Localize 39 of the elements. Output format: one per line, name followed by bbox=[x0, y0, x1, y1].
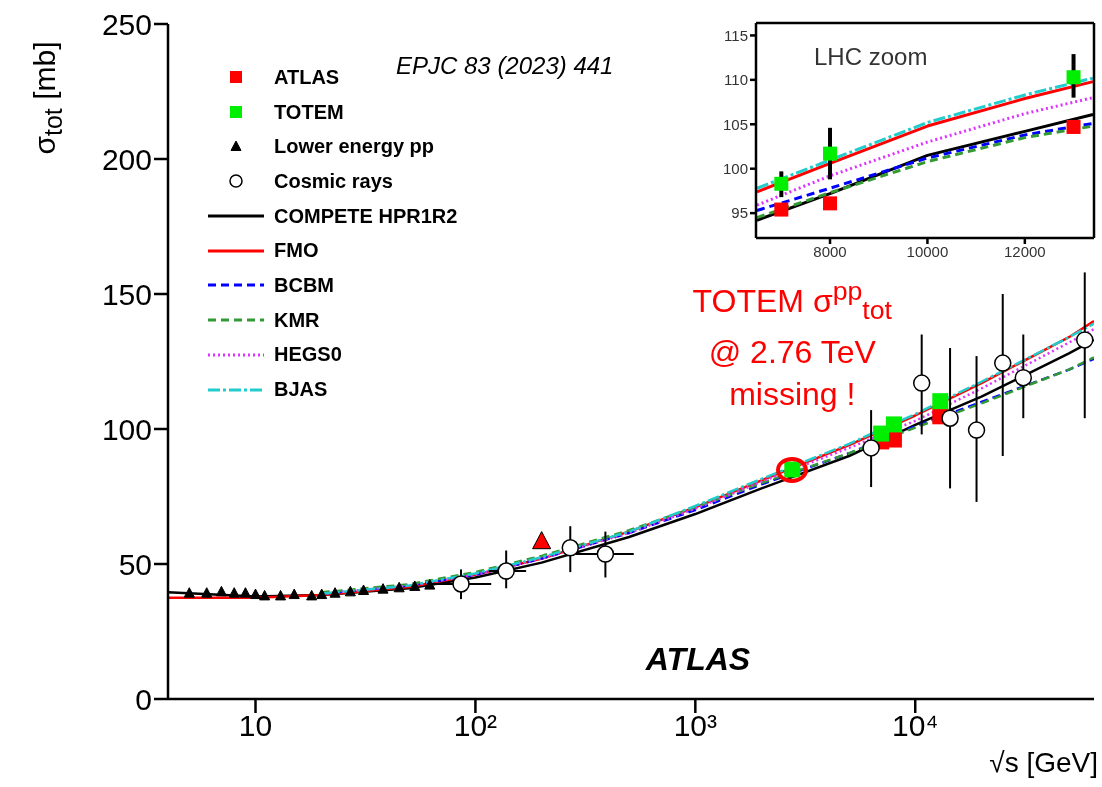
point bbox=[1066, 70, 1081, 85]
legend-label: BCBM bbox=[274, 273, 334, 297]
x-tick-label: 10⁴ bbox=[892, 709, 939, 743]
point bbox=[774, 176, 789, 191]
y-tick-label: 95 bbox=[731, 204, 748, 222]
y-tick-label: 250 bbox=[101, 7, 152, 41]
y-tick-label: 110 bbox=[724, 71, 748, 89]
y-tick-label: 115 bbox=[724, 26, 748, 44]
x-tick-label: 12000 bbox=[1003, 242, 1046, 260]
legend-label: TOTEM bbox=[274, 100, 344, 124]
point bbox=[774, 202, 789, 217]
point bbox=[823, 196, 838, 211]
legend-label: KMR bbox=[274, 308, 320, 332]
legend-label: HEGS0 bbox=[274, 343, 342, 367]
legend-label: Lower energy pp bbox=[274, 135, 435, 159]
legend-label: ATLAS bbox=[274, 65, 340, 89]
text: LHC zoom bbox=[814, 43, 928, 71]
point bbox=[1066, 119, 1081, 134]
line-series bbox=[756, 96, 1094, 207]
x-tick-label: 10000 bbox=[906, 242, 949, 260]
x-tick-label: 10³ bbox=[673, 709, 718, 743]
y-tick-label: 150 bbox=[101, 277, 152, 311]
point bbox=[823, 146, 838, 161]
legend-label: Cosmic rays bbox=[274, 169, 393, 193]
legend-label: FMO bbox=[274, 239, 319, 263]
legend-label: COMPETE HPR1R2 bbox=[274, 204, 458, 228]
y-tick-label: 200 bbox=[101, 142, 152, 176]
x-tick-label: 10 bbox=[238, 709, 273, 743]
y-tick-label: 100 bbox=[722, 160, 748, 178]
x-tick-label: 10² bbox=[453, 709, 498, 743]
x-axis-title: √s [GeV] bbox=[989, 747, 1098, 779]
legend-label: BJAS bbox=[274, 378, 328, 402]
y-tick-label: 105 bbox=[722, 115, 748, 133]
y-tick-label: 100 bbox=[101, 412, 152, 446]
y-tick-label: 0 bbox=[135, 682, 152, 716]
y-tick-label: 50 bbox=[118, 547, 152, 581]
annotation: EPJC 83 (2023) 441 bbox=[396, 52, 614, 80]
x-tick-label: 8000 bbox=[813, 242, 847, 260]
annotation: ATLAS bbox=[645, 641, 751, 678]
